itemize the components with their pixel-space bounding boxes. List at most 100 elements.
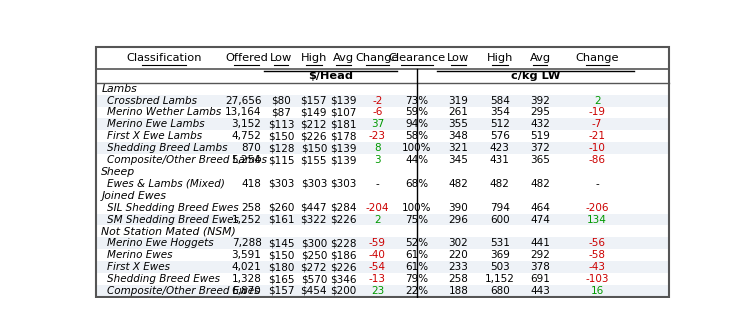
Text: -103: -103 (586, 274, 609, 284)
Text: 61%: 61% (406, 250, 428, 260)
Bar (96, 95, 668, 107)
Text: $161: $161 (268, 214, 295, 224)
Text: 432: 432 (530, 119, 550, 129)
Text: Shedding Breed Ewes: Shedding Breed Ewes (107, 274, 220, 284)
Text: $150: $150 (268, 250, 295, 260)
Text: 220: 220 (448, 250, 468, 260)
Text: 258: 258 (242, 203, 262, 213)
Text: 1,328: 1,328 (231, 274, 262, 284)
Text: 418: 418 (242, 179, 262, 189)
Bar (96, 273, 668, 285)
Text: Not Station Mated (NSM): Not Station Mated (NSM) (101, 226, 236, 237)
Text: 7,288: 7,288 (231, 238, 262, 248)
Text: 68%: 68% (406, 179, 428, 189)
Text: -59: -59 (369, 238, 386, 248)
Text: $113: $113 (268, 119, 295, 129)
Bar (96, 107, 668, 119)
Text: 390: 390 (448, 203, 468, 213)
Text: $226: $226 (301, 131, 327, 141)
Text: 680: 680 (490, 286, 510, 296)
Text: 134: 134 (587, 214, 607, 224)
Text: Clearance: Clearance (389, 53, 445, 63)
Text: 372: 372 (530, 143, 550, 153)
Bar (96, 249, 668, 261)
Text: $128: $128 (268, 143, 295, 153)
Bar (96, 142, 668, 154)
Text: Classification: Classification (126, 53, 202, 63)
Text: Merino Ewe Hoggets: Merino Ewe Hoggets (107, 238, 214, 248)
Text: 100%: 100% (402, 203, 432, 213)
Text: Lambs: Lambs (101, 84, 137, 94)
Text: 3,591: 3,591 (231, 250, 262, 260)
Text: 794: 794 (490, 203, 510, 213)
Text: Shedding Breed Lambs: Shedding Breed Lambs (107, 143, 228, 153)
Text: $300: $300 (301, 238, 327, 248)
Text: 75%: 75% (406, 214, 428, 224)
Bar (96, 202, 668, 214)
Text: 584: 584 (490, 95, 510, 106)
Text: -56: -56 (589, 238, 606, 248)
Text: 691: 691 (530, 274, 550, 284)
Text: -: - (595, 179, 599, 189)
Bar (96, 225, 668, 238)
Text: 2: 2 (594, 95, 601, 106)
Text: 8: 8 (374, 143, 380, 153)
Text: Crossbred Lambs: Crossbred Lambs (107, 95, 197, 106)
Text: Low: Low (447, 53, 469, 63)
Text: 482: 482 (490, 179, 510, 189)
Text: Composite/Other Breed Ewes: Composite/Other Breed Ewes (107, 286, 260, 296)
Text: Sheep: Sheep (101, 167, 136, 177)
Text: $157: $157 (301, 95, 327, 106)
Text: $107: $107 (330, 108, 357, 118)
Text: 345: 345 (448, 155, 468, 165)
Text: 16: 16 (591, 286, 604, 296)
Bar (96, 119, 668, 130)
Text: 100%: 100% (402, 143, 432, 153)
Text: $115: $115 (268, 155, 295, 165)
Text: 27,656: 27,656 (225, 95, 262, 106)
Text: 79%: 79% (406, 274, 428, 284)
Text: $226: $226 (330, 214, 357, 224)
Text: 59%: 59% (406, 108, 428, 118)
Text: $228: $228 (330, 238, 357, 248)
Text: SM Shedding Breed Ewes: SM Shedding Breed Ewes (107, 214, 239, 224)
Text: 6,870: 6,870 (232, 286, 262, 296)
Text: c/kg LW: c/kg LW (511, 71, 560, 81)
Text: 23: 23 (371, 286, 384, 296)
Text: $139: $139 (330, 95, 357, 106)
Text: -6: -6 (372, 108, 383, 118)
Text: 321: 321 (448, 143, 468, 153)
Text: 37: 37 (371, 119, 384, 129)
Text: 369: 369 (490, 250, 510, 260)
Text: -21: -21 (589, 131, 606, 141)
Text: -23: -23 (369, 131, 386, 141)
Text: -10: -10 (589, 143, 606, 153)
Text: $80: $80 (272, 95, 291, 106)
Bar (96, 154, 668, 166)
Text: Low: Low (270, 53, 292, 63)
Text: 600: 600 (490, 214, 510, 224)
Bar (96, 238, 668, 249)
Text: 392: 392 (530, 95, 550, 106)
Text: $284: $284 (330, 203, 357, 213)
Text: $181: $181 (330, 119, 357, 129)
Text: 44%: 44% (406, 155, 428, 165)
Bar (96, 285, 668, 297)
Text: -54: -54 (369, 262, 386, 272)
Bar (96, 69, 668, 83)
Text: $303: $303 (330, 179, 357, 189)
Bar (96, 130, 668, 142)
Text: Offered: Offered (225, 53, 268, 63)
Text: $200: $200 (330, 286, 357, 296)
Text: -13: -13 (369, 274, 386, 284)
Text: $165: $165 (268, 274, 295, 284)
Text: $155: $155 (301, 155, 327, 165)
Text: 519: 519 (530, 131, 550, 141)
Text: $139: $139 (330, 143, 357, 153)
Text: 58%: 58% (406, 131, 428, 141)
Text: $454: $454 (301, 286, 327, 296)
Text: Joined Ewes: Joined Ewes (101, 191, 166, 201)
Text: First X Ewes: First X Ewes (107, 262, 170, 272)
Text: $322: $322 (301, 214, 327, 224)
Text: 1,252: 1,252 (231, 214, 262, 224)
